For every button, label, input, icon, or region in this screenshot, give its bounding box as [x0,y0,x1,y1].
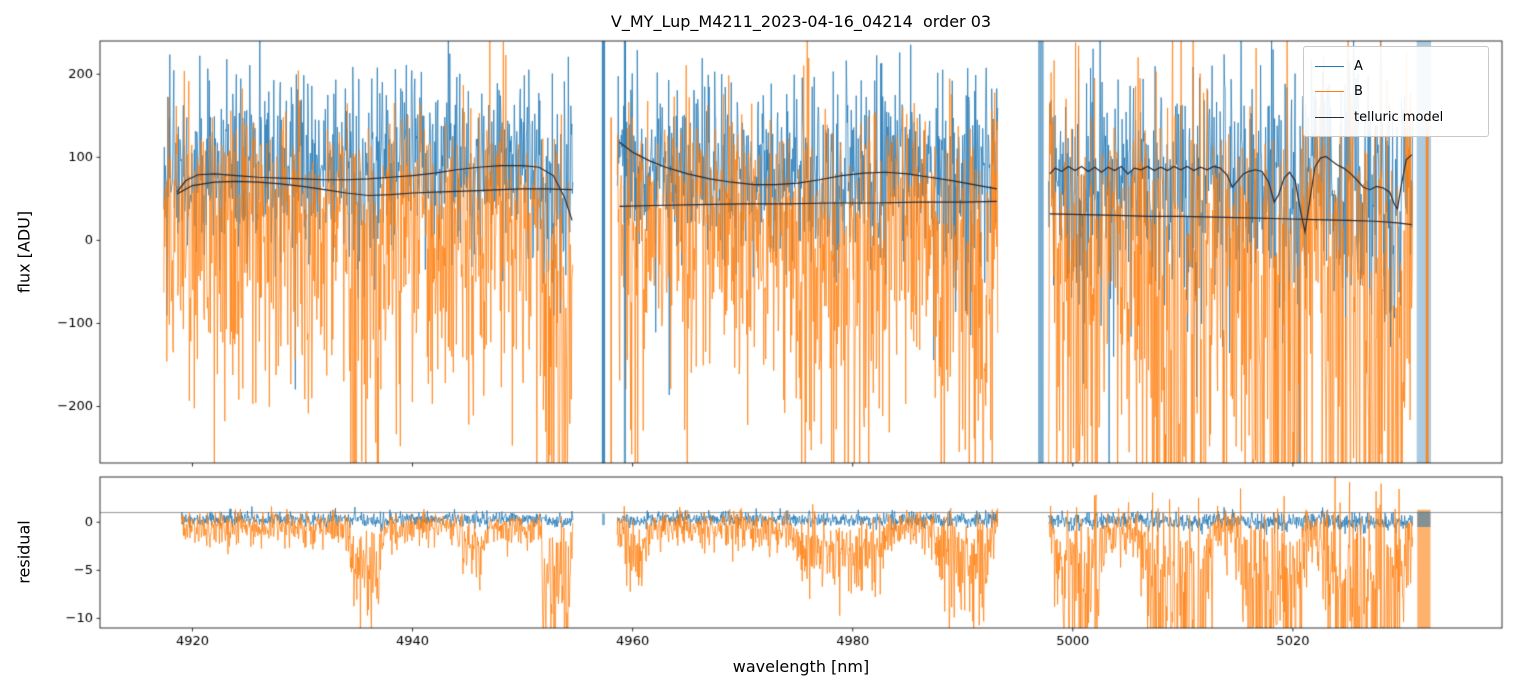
legend-label-a: A [1354,58,1363,74]
legend-item-telluric-model: telluric model [1315,106,1477,128]
legend-item-b: B [1315,81,1477,103]
legend-line-b-icon [1315,91,1344,92]
legend-label-telluric: telluric model [1354,109,1444,125]
legend-item-a: A [1315,55,1477,77]
legend: A B telluric model [1303,46,1489,137]
legend-line-a-icon [1315,65,1344,67]
legend-line-telluric-icon [1315,116,1344,118]
plot-title: V_MY_Lup_M4211_2023-04-16_04214 order 03 [610,12,992,31]
residual-axis-label: residual [14,520,34,584]
legend-label-b: B [1354,84,1363,99]
flux-axis-label: flux [ADU] [14,210,34,294]
wavelength-axis-label: wavelength [nm] [732,657,870,676]
